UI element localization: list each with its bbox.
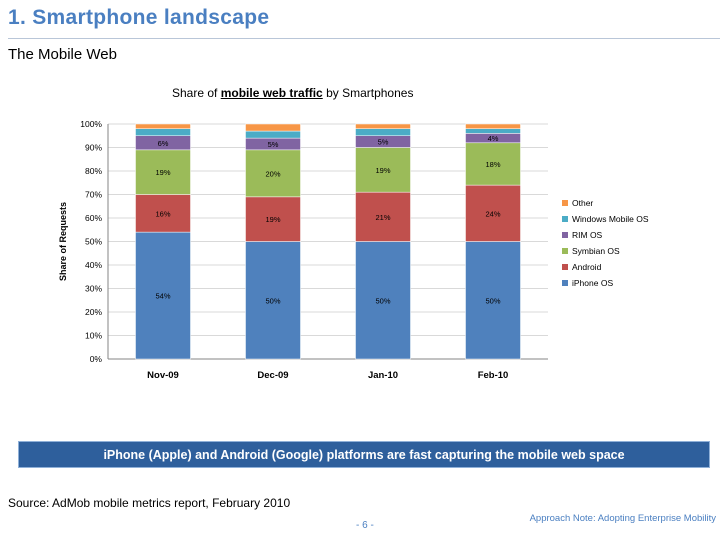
y-tick-label: 70% bbox=[85, 190, 102, 200]
x-tick-label: Feb-10 bbox=[478, 370, 509, 381]
bar-segment bbox=[135, 231, 191, 360]
data-label: 50% bbox=[375, 296, 390, 305]
bar-segment bbox=[355, 123, 411, 129]
data-label: 50% bbox=[265, 296, 280, 305]
x-tick-label: Nov-09 bbox=[147, 370, 179, 381]
bar-segment bbox=[135, 194, 191, 233]
chart-title-prefix: Share of bbox=[172, 86, 221, 100]
y-axis-label: Share of Requests bbox=[58, 202, 68, 281]
y-tick-label: 60% bbox=[85, 213, 102, 223]
data-label: 20% bbox=[265, 169, 280, 178]
y-tick-label: 100% bbox=[80, 119, 102, 129]
y-tick-label: 50% bbox=[85, 237, 102, 247]
title-divider bbox=[8, 38, 720, 39]
legend-swatch bbox=[562, 216, 568, 222]
bar-segment bbox=[245, 149, 301, 198]
key-message-banner: iPhone (Apple) and Android (Google) plat… bbox=[18, 441, 710, 468]
legend-swatch bbox=[562, 200, 568, 206]
bar-segment bbox=[465, 142, 521, 186]
x-tick-label: Dec-09 bbox=[257, 370, 288, 381]
bar-segment bbox=[355, 128, 411, 136]
bar-segment bbox=[135, 128, 191, 136]
data-label: 50% bbox=[485, 296, 500, 305]
data-label: 16% bbox=[155, 209, 170, 218]
legend-swatch bbox=[562, 264, 568, 270]
chart-title-suffix: by Smartphones bbox=[322, 86, 414, 100]
legend-swatch bbox=[562, 248, 568, 254]
legend-swatch bbox=[562, 280, 568, 286]
data-label: 5% bbox=[268, 140, 279, 149]
data-label: 6% bbox=[158, 139, 169, 148]
bar-segment bbox=[245, 241, 301, 360]
bar-segment bbox=[355, 147, 411, 193]
legend-swatch bbox=[562, 232, 568, 238]
data-label: 54% bbox=[155, 292, 170, 301]
legend-label: Android bbox=[572, 262, 602, 272]
bar-segment bbox=[135, 149, 191, 195]
legend-label: Windows Mobile OS bbox=[572, 214, 649, 224]
bar-segment bbox=[245, 196, 301, 242]
page-number: - 6 - bbox=[356, 520, 374, 531]
chart-title: Share of mobile web traffic by Smartphon… bbox=[172, 86, 413, 100]
bar-segment bbox=[465, 241, 521, 360]
chart-title-emphasis: mobile web traffic bbox=[220, 86, 323, 100]
data-label: 19% bbox=[265, 215, 280, 224]
y-tick-label: 10% bbox=[85, 331, 102, 341]
bar-segment bbox=[355, 191, 411, 242]
legend-label: iPhone OS bbox=[572, 278, 613, 288]
legend-label: Other bbox=[572, 198, 593, 208]
y-tick-label: 20% bbox=[85, 307, 102, 317]
slide-title: 1. Smartphone landscape bbox=[8, 6, 270, 29]
data-label: 4% bbox=[488, 134, 499, 143]
bar-segment bbox=[245, 123, 301, 132]
bar-segment bbox=[465, 128, 521, 134]
data-label: 24% bbox=[485, 209, 500, 218]
data-label: 19% bbox=[155, 168, 170, 177]
y-tick-label: 80% bbox=[85, 166, 102, 176]
bar-segment bbox=[465, 123, 521, 129]
bar-segment bbox=[135, 123, 191, 129]
y-tick-label: 90% bbox=[85, 143, 102, 153]
data-label: 18% bbox=[485, 160, 500, 169]
footer-note: Approach Note: Adopting Enterprise Mobil… bbox=[529, 513, 716, 524]
x-tick-label: Jan-10 bbox=[368, 370, 398, 381]
slide-subtitle: The Mobile Web bbox=[8, 46, 117, 63]
legend-label: Symbian OS bbox=[572, 246, 620, 256]
data-label: 19% bbox=[375, 166, 390, 175]
bar-segment bbox=[355, 241, 411, 360]
y-tick-label: 40% bbox=[85, 260, 102, 270]
bar-segment bbox=[245, 130, 301, 139]
bar-segment bbox=[465, 184, 521, 242]
stacked-bar-chart: 0% 10% 20% 30% 40% 50% 60% 70% 80% 90% 100% Share o… bbox=[58, 119, 649, 381]
data-label: 5% bbox=[378, 138, 389, 147]
legend-label: RIM OS bbox=[572, 230, 603, 240]
y-tick-label: 0% bbox=[90, 354, 103, 364]
y-tick-label: 30% bbox=[85, 284, 102, 294]
source-note: Source: AdMob mobile metrics report, Feb… bbox=[8, 496, 291, 510]
data-label: 21% bbox=[375, 213, 390, 222]
